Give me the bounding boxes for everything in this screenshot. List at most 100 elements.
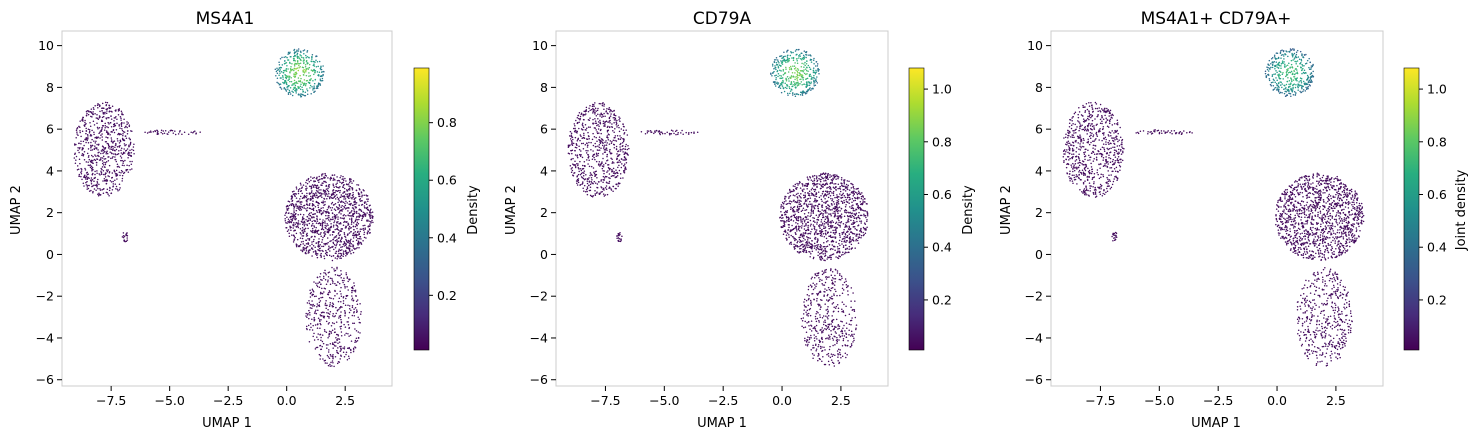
data-point	[313, 63, 315, 65]
y-tick-label: −4	[36, 330, 54, 345]
points	[73, 48, 374, 368]
data-point	[338, 212, 340, 214]
data-point	[315, 346, 318, 349]
data-point	[348, 187, 351, 190]
data-point	[813, 205, 815, 207]
data-point	[866, 213, 869, 215]
data-point	[323, 189, 325, 192]
data-point	[856, 188, 859, 190]
data-point	[336, 207, 339, 209]
data-point	[348, 218, 351, 220]
data-point	[308, 317, 310, 320]
data-point	[101, 166, 104, 168]
data-point	[792, 190, 794, 193]
data-point	[803, 250, 805, 252]
data-point	[306, 216, 309, 218]
data-point	[88, 132, 91, 134]
data-point	[824, 212, 827, 214]
data-point	[347, 183, 350, 185]
data-point	[84, 119, 86, 122]
data-point	[831, 198, 834, 200]
data-point	[100, 172, 103, 174]
data-point	[794, 231, 797, 234]
data-point	[312, 303, 314, 306]
data-point	[796, 186, 798, 189]
data-point	[94, 147, 97, 149]
data-point	[827, 219, 829, 221]
data-point	[611, 110, 613, 113]
data-point	[305, 196, 308, 199]
data-point	[597, 117, 599, 120]
data-point	[112, 140, 114, 143]
data-point	[866, 215, 869, 217]
data-point	[286, 75, 288, 77]
data-point	[352, 204, 354, 207]
data-point	[322, 342, 325, 345]
data-point	[835, 230, 837, 232]
data-point	[333, 341, 336, 343]
data-point	[302, 223, 304, 226]
data-point	[782, 224, 785, 227]
data-point	[86, 109, 89, 112]
colorbar-tick-label: 0.2	[437, 288, 457, 303]
data-point	[367, 198, 369, 200]
data-point	[603, 195, 606, 197]
data-point	[355, 218, 357, 220]
data-point	[277, 82, 280, 84]
data-point	[819, 256, 821, 258]
data-point	[342, 192, 344, 194]
data-point	[317, 241, 320, 244]
data-point	[334, 295, 336, 297]
data-point	[347, 332, 349, 335]
data-point	[110, 118, 113, 120]
data-point	[806, 187, 808, 190]
data-point	[306, 51, 308, 53]
data-point	[323, 71, 325, 73]
data-point	[579, 154, 581, 156]
data-point	[87, 128, 90, 131]
data-point	[297, 77, 300, 79]
data-point	[808, 242, 811, 244]
data-point	[293, 239, 295, 242]
data-point	[339, 290, 341, 293]
data-point	[625, 129, 627, 131]
data-point	[344, 198, 347, 200]
data-point	[824, 247, 826, 250]
data-point	[610, 175, 613, 177]
data-point	[846, 236, 849, 239]
data-point	[316, 323, 319, 326]
data-point	[799, 241, 801, 243]
data-point	[295, 245, 298, 248]
data-point	[613, 121, 615, 124]
data-point	[799, 203, 802, 205]
data-point	[327, 219, 330, 221]
data-point	[585, 142, 588, 144]
data-point	[627, 144, 629, 147]
data-point	[865, 227, 867, 230]
data-point	[357, 234, 359, 236]
data-point	[333, 237, 335, 239]
data-point	[289, 91, 291, 94]
data-point	[342, 175, 344, 178]
data-point	[849, 193, 851, 196]
data-point	[128, 125, 131, 128]
data-point	[360, 238, 362, 240]
data-point	[329, 363, 331, 366]
data-point	[849, 211, 851, 214]
data-point	[321, 334, 324, 336]
data-point	[345, 246, 348, 248]
data-point	[347, 355, 350, 357]
data-point	[859, 217, 861, 220]
data-point	[343, 245, 345, 247]
data-point	[324, 230, 326, 233]
data-point	[810, 209, 813, 212]
data-point	[320, 201, 323, 204]
data-point	[327, 279, 329, 281]
data-point	[318, 60, 321, 63]
data-point	[312, 185, 315, 187]
data-point	[98, 115, 101, 117]
data-point	[312, 222, 314, 225]
data-point	[319, 272, 322, 275]
data-point	[820, 198, 823, 201]
data-point	[594, 194, 597, 196]
